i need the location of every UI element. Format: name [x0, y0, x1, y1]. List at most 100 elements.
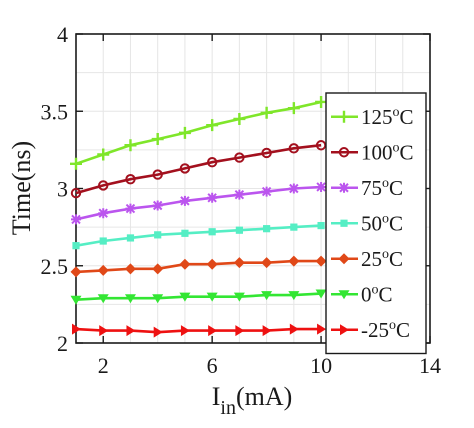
data-point-marker [261, 257, 273, 269]
data-point-marker [126, 234, 135, 242]
data-point-marker [338, 253, 350, 265]
data-point-marker [208, 325, 218, 337]
data-point-marker [179, 195, 190, 206]
data-point-marker [235, 226, 243, 234]
y-axis-label: Time(ns) [7, 141, 36, 235]
data-point-marker [180, 325, 190, 337]
legend-entry: 75oC [331, 176, 403, 200]
y-tick-label: 2 [57, 331, 68, 356]
data-point-marker [339, 182, 349, 193]
axis-ticks: 2 6 10 14 2 2.5 3 3.5 4 [41, 22, 442, 378]
data-point-marker [262, 325, 272, 337]
data-point-marker [99, 237, 107, 245]
data-point-marker [234, 152, 245, 163]
data-point-marker [288, 255, 300, 267]
data-point-marker [125, 174, 136, 185]
data-point-marker [235, 325, 245, 337]
data-point-marker [261, 186, 272, 197]
data-point-marker [98, 180, 109, 191]
series-100 [70, 140, 327, 199]
data-point-marker [207, 192, 218, 203]
data-point-marker [233, 112, 246, 125]
y-tick-label: 2.5 [41, 254, 69, 279]
series-75 [71, 181, 327, 225]
data-point-marker [178, 126, 191, 139]
legend-entry: 50oC [331, 211, 403, 235]
data-point-marker [208, 228, 216, 236]
x-tick-label: 10 [310, 353, 332, 378]
data-point-marker [261, 147, 272, 159]
series-line [75, 292, 322, 301]
data-point-marker [71, 214, 81, 225]
data-point-marker [98, 208, 109, 219]
data-point-marker [72, 242, 80, 250]
legend-entry: -25oC [331, 318, 410, 342]
data-point-marker [181, 229, 189, 237]
data-point-marker [124, 294, 136, 304]
data-point-marker [125, 203, 136, 214]
series-line [75, 185, 322, 221]
legend-label: 50oC [361, 211, 403, 235]
data-point-marker [263, 225, 271, 233]
series-line [75, 143, 322, 195]
data-point-marker [260, 106, 273, 119]
data-point-marker [179, 163, 191, 174]
series-0 [70, 289, 327, 305]
data-point-marker [315, 140, 327, 151]
data-point-marker [290, 223, 298, 231]
data-point-marker [97, 294, 109, 304]
data-point-marker [317, 221, 325, 230]
data-point-marker [261, 291, 273, 301]
legend-label: -25oC [361, 318, 410, 342]
x-axis-label-main: I [212, 382, 221, 411]
data-point-marker [153, 326, 163, 338]
data-point-marker [124, 263, 136, 275]
y-tick-label: 4 [57, 22, 68, 47]
data-point-marker [70, 157, 82, 170]
x-tick-label: 14 [419, 353, 441, 378]
data-point-marker [97, 148, 110, 161]
series-125 [70, 95, 328, 170]
data-point-marker [152, 294, 164, 304]
x-axis-label-unit: (mA) [236, 382, 292, 411]
data-point-marker [233, 292, 245, 302]
series--25 [72, 323, 327, 338]
legend-entry: 25oC [331, 247, 403, 271]
data-point-marker [206, 292, 218, 302]
legend-label: 125oC [361, 105, 414, 129]
data-point-marker [152, 200, 163, 211]
data-point-marker [154, 231, 162, 239]
data-point-marker [340, 219, 348, 227]
legend: 125oC 100oC 75oC 50oC 25oC 0oC -25oC [325, 92, 427, 355]
data-point-marker [206, 119, 219, 132]
data-point-marker [151, 133, 164, 146]
data-point-marker [287, 102, 300, 115]
legend-label: 100oC [361, 140, 414, 164]
x-tick-label: 6 [207, 353, 218, 378]
data-point-marker [288, 183, 299, 194]
legend-entry: 125oC [331, 105, 414, 129]
legend-label: 25oC [361, 247, 403, 271]
data-point-marker [99, 325, 109, 337]
data-point-marker [288, 291, 300, 301]
series-25 [70, 255, 327, 278]
legend-label: 75oC [361, 176, 403, 200]
series-line [75, 100, 322, 166]
series-line [75, 224, 322, 247]
data-point-marker [206, 157, 218, 168]
data-point-marker [70, 295, 82, 305]
x-tick-label: 2 [98, 353, 109, 378]
data-point-marker [70, 187, 82, 199]
legend-entry: 0oC [331, 282, 393, 306]
data-point-marker [338, 147, 350, 158]
legend-entry: 100oC [331, 140, 414, 164]
data-point-marker [338, 290, 350, 300]
data-point-marker [72, 323, 81, 335]
data-point-marker [70, 266, 82, 278]
y-tick-label: 3 [57, 177, 68, 202]
data-point-marker [233, 257, 245, 269]
series-lines [70, 95, 328, 338]
x-axis-label: Iin(mA) [212, 382, 293, 419]
data-point-marker [152, 169, 163, 180]
